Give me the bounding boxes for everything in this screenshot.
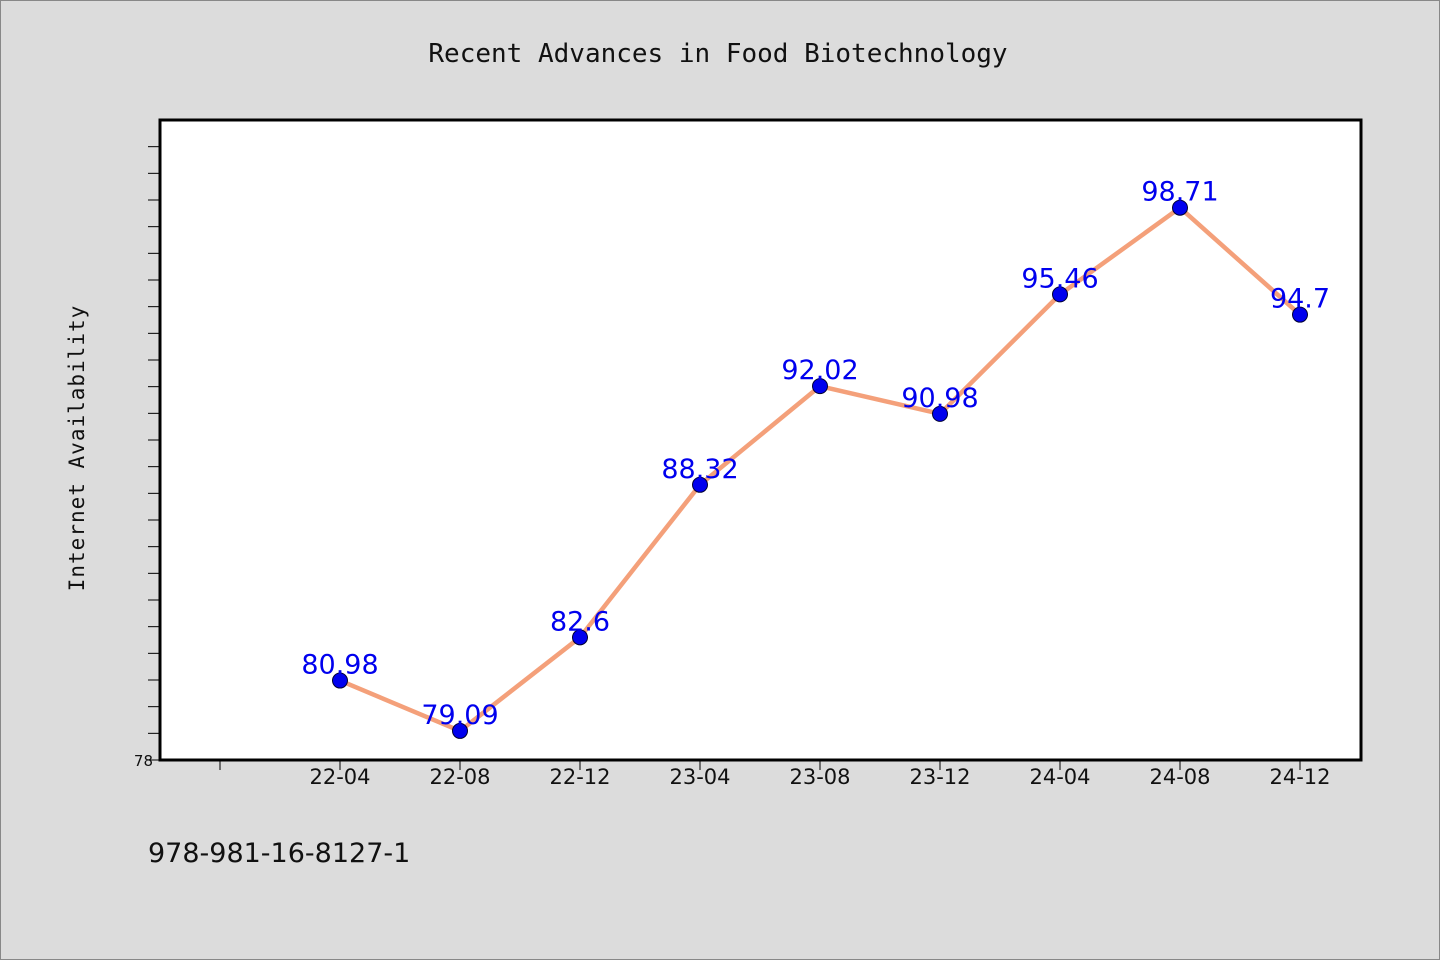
data-label: 90.98 xyxy=(901,383,978,414)
x-tick-label: 23-12 xyxy=(909,765,970,789)
footer-isbn: 978-981-16-8127-1 xyxy=(148,838,410,869)
data-label: 94.7 xyxy=(1270,284,1330,315)
chart-title: Recent Advances in Food Biotechnology xyxy=(428,39,1007,69)
x-tick-label: 24-12 xyxy=(1269,765,1330,789)
data-point xyxy=(812,378,828,395)
x-tick-label: 22-08 xyxy=(429,765,490,789)
data-label: 95.46 xyxy=(1021,263,1098,294)
data-point xyxy=(452,722,468,739)
data-point xyxy=(1292,306,1308,323)
data-point xyxy=(1172,199,1188,216)
x-tick-label: 23-04 xyxy=(669,765,730,789)
data-label: 79.09 xyxy=(421,700,498,731)
data-point xyxy=(1052,286,1068,303)
data-point xyxy=(572,629,588,646)
data-label: 82.6 xyxy=(550,606,610,637)
data-labels: 80.98 79.09 82.6 88.32 92.02 90.98 95.46 98.71 9… xyxy=(301,177,1330,731)
x-tick-label: 22-04 xyxy=(309,765,370,789)
x-tick-label: 24-04 xyxy=(1029,765,1090,789)
x-tick-label: 23-08 xyxy=(789,765,850,789)
y-axis-ticks xyxy=(148,146,160,761)
y-axis-label: Internet Availability xyxy=(65,305,89,592)
plot-area xyxy=(158,118,1363,762)
data-markers xyxy=(332,199,1308,739)
x-tick-label: 22-12 xyxy=(549,765,610,789)
data-label: 88.32 xyxy=(661,454,738,485)
data-point xyxy=(692,476,708,493)
data-label: 92.02 xyxy=(781,355,858,386)
x-tick-label: 24-08 xyxy=(1149,765,1210,789)
data-label: 98.71 xyxy=(1141,177,1218,208)
y-tick-label: 78 xyxy=(134,752,153,770)
data-label: 80.98 xyxy=(301,650,378,681)
data-point xyxy=(932,405,948,422)
data-point xyxy=(332,672,348,689)
x-axis-ticks: 22-04 22-08 22-12 23-04 23-08 23-12 24-04 24-08… xyxy=(219,760,1331,789)
